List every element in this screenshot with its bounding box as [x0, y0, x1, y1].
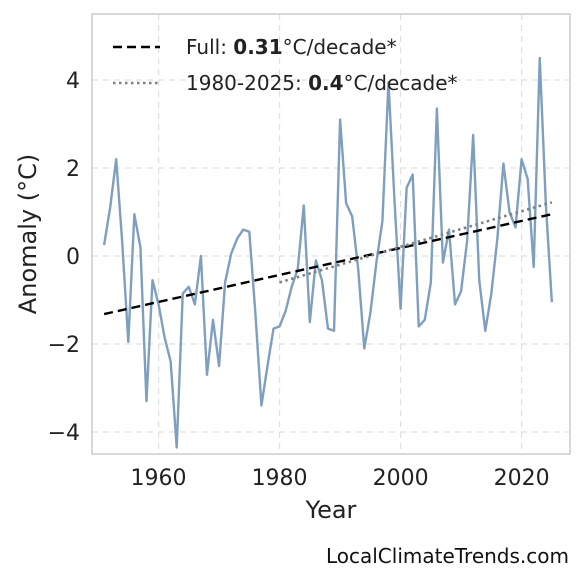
grid-lines: [92, 14, 570, 454]
legend-suffix-recent: °C/decade*: [344, 71, 458, 95]
tick-labels: 1960 1980 2000 2020 −4 −2 0 2 4: [48, 69, 550, 491]
legend-value-full: 0.31: [233, 35, 282, 59]
legend-entry-recent: 1980-2025: 0.4°C/decade*: [186, 71, 458, 95]
x-tick-label: 2020: [494, 466, 550, 491]
y-axis-label: Anomaly (°C): [14, 154, 42, 314]
y-tick-label: 4: [66, 69, 80, 94]
x-tick-label: 1960: [131, 466, 187, 491]
trend-line-full: [103, 213, 553, 316]
legend-entry-full: Full: 0.31°C/decade*: [186, 35, 397, 59]
y-tick-label: 2: [66, 157, 80, 182]
y-tick-label: −4: [48, 421, 80, 446]
y-tick-label: −2: [48, 333, 80, 358]
legend-suffix-full: °C/decade*: [283, 35, 397, 59]
series-layer: [102, 56, 554, 449]
legend-prefix-recent: 1980-2025:: [186, 71, 308, 95]
x-axis-label: Year: [305, 496, 357, 524]
watermark: LocalClimateTrends.com: [325, 544, 569, 568]
legend-value-recent: 0.4: [308, 71, 343, 95]
x-tick-label: 2000: [373, 466, 429, 491]
plot-frame: [91, 13, 571, 455]
y-tick-label: 0: [66, 245, 80, 270]
legend: Full: 0.31°C/decade* 1980-2025: 0.4°C/de…: [113, 35, 458, 95]
x-tick-label: 1980: [252, 466, 308, 491]
legend-prefix-full: Full:: [186, 35, 233, 59]
series-line-observed: [102, 56, 554, 449]
